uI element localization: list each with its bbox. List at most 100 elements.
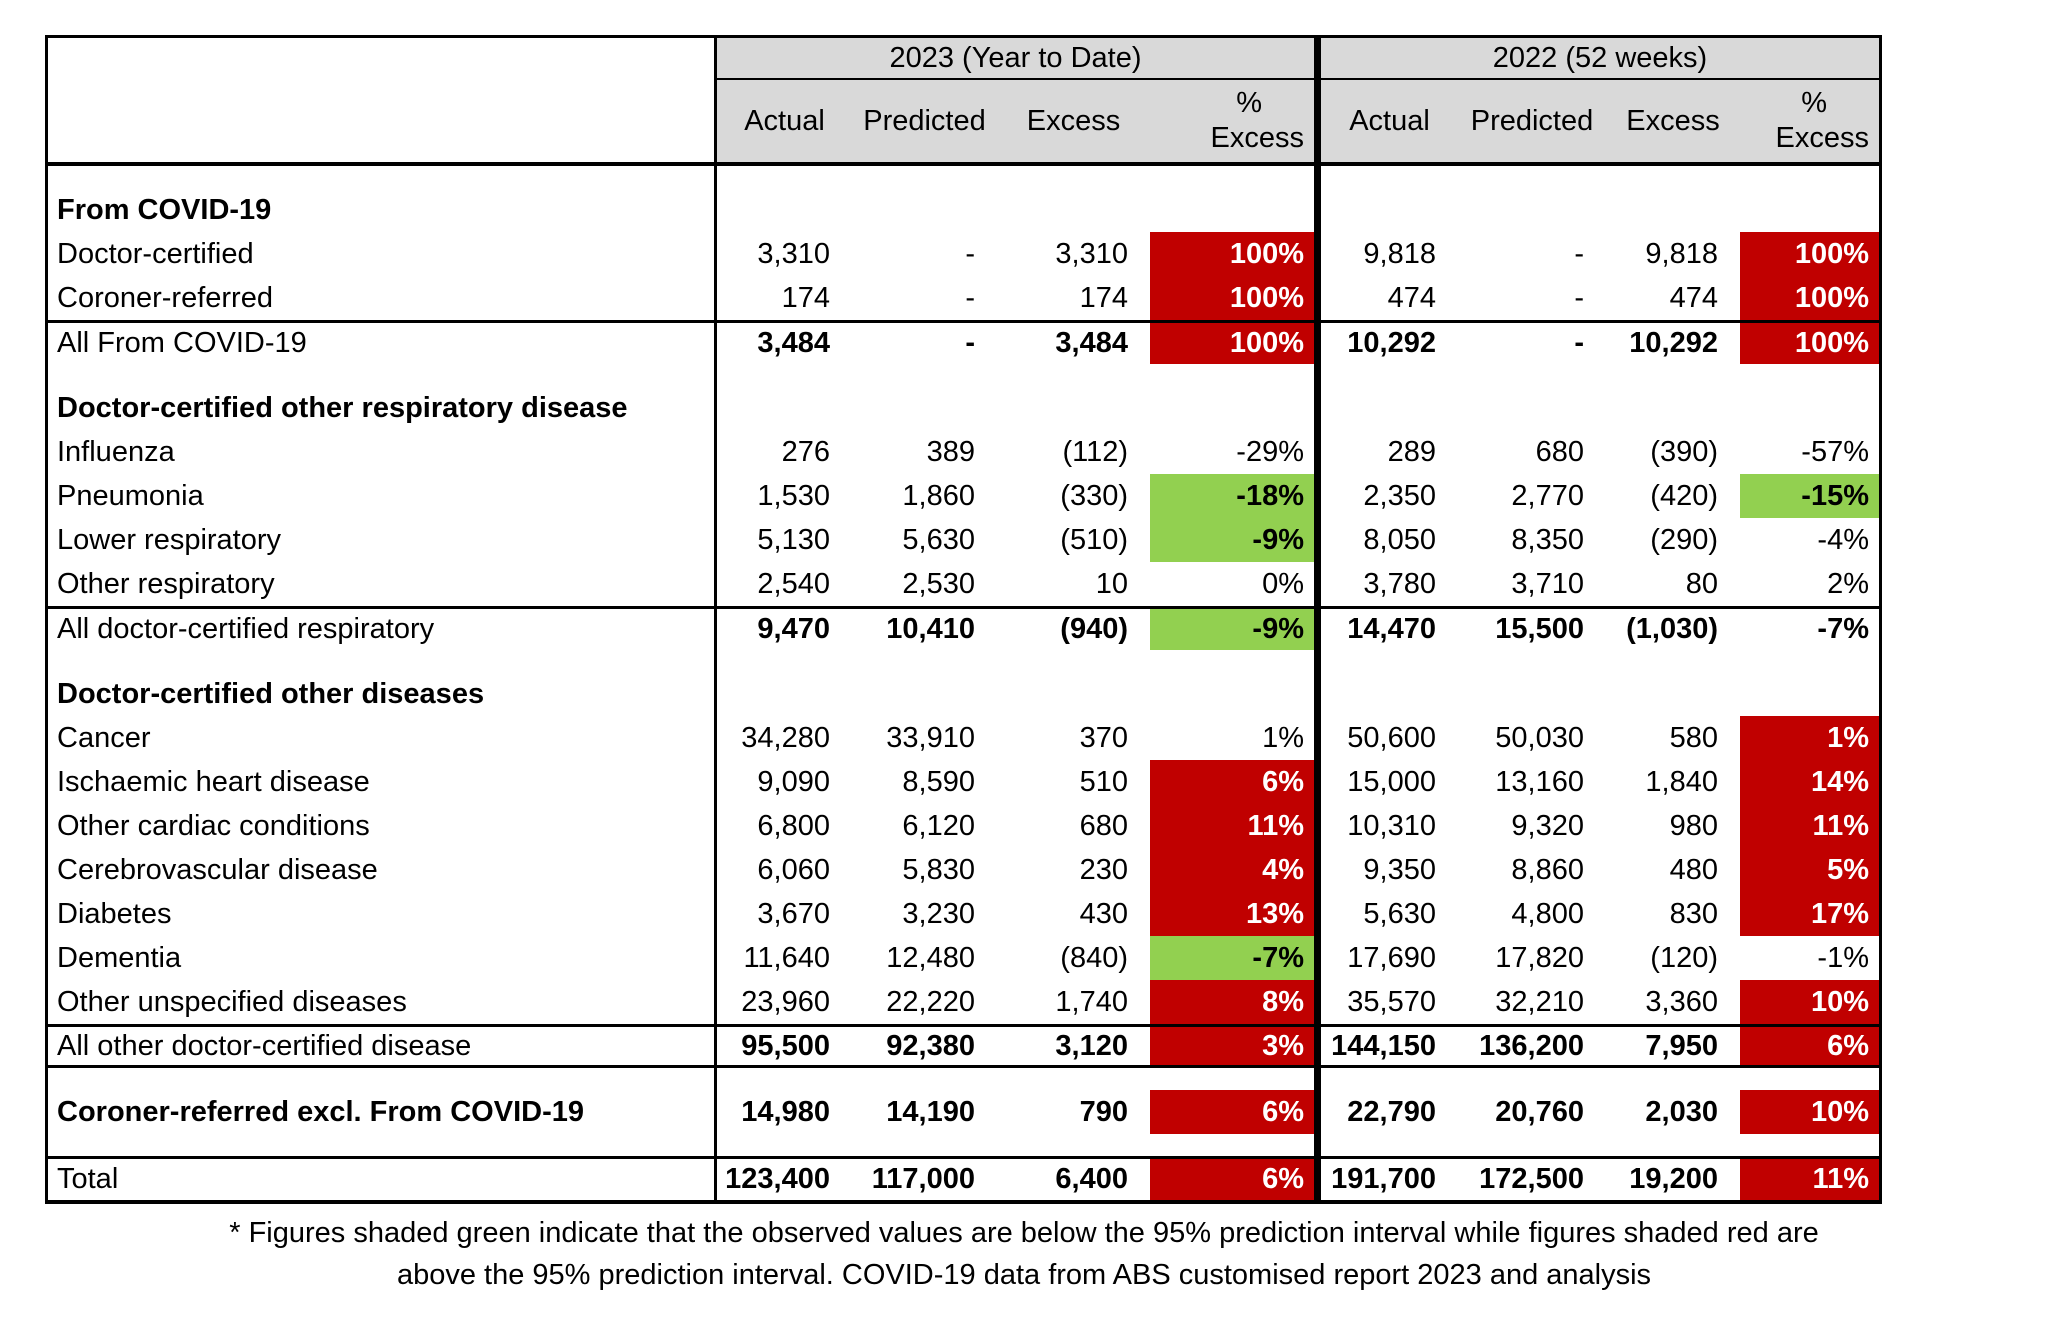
cell-2022-predicted: 50,030 [1495,721,1584,754]
cell-2023-excess: 790 [1079,1095,1128,1128]
cell-2023-predicted [852,1068,997,1090]
cell-2022-pct-excess: -15% [1740,474,1879,518]
cell-2023-pct-excess: -7% [1150,936,1314,980]
cell-2023-predicted [852,386,997,430]
cell-2023-pct-excess: 100% [1150,232,1314,276]
cell-2022-actual: 5,630 [1363,897,1436,930]
year-divider [1314,430,1321,474]
cell-2023-actual [717,1068,852,1090]
spacer-row [48,1068,1879,1090]
cell-2023-excess [997,672,1150,716]
year-divider [1314,38,1321,80]
table-row: Diabetes 3,670 3,230 430 13% 5,630 4,800 830 17% [48,892,1879,936]
cell-2022-predicted: 2,770 [1511,479,1584,512]
row-label: Coroner-referred [48,276,717,320]
year-divider [1314,518,1321,562]
cell-2023-actual: 174 [781,281,830,314]
cell-2023-pct-excess: 0% [1262,567,1304,600]
cell-2023-pct-excess: 100% [1150,323,1314,364]
year-divider [1314,936,1321,980]
row-label: Cancer [48,716,717,760]
cell-2022-actual [1321,672,1458,716]
table-row: Other respiratory 2,540 2,530 10 0% 3,780 3,71… [48,562,1879,606]
cell-2022-excess: 580 [1669,721,1718,754]
cell-2023-excess [997,364,1150,386]
cell-2023-pct-excess: 3% [1150,1027,1314,1065]
cell-2022-excess [1606,1134,1740,1156]
cell-2023-pct-excess [1150,1068,1314,1090]
cell-2022-excess: (390) [1650,435,1718,468]
table-row: Lower respiratory 5,130 5,630 (510) -9% 8,050… [48,518,1879,562]
cell-2023-pct-excess: 4% [1150,848,1314,892]
cell-2022-predicted: 9,320 [1511,809,1584,842]
cell-2023-excess: 174 [1079,281,1128,314]
cell-2022-actual: 289 [1387,435,1436,468]
cell-2023-actual: 9,090 [757,765,830,798]
cell-2022-predicted: 680 [1535,435,1584,468]
cell-2022-excess: 1,840 [1645,765,1718,798]
cell-2022-actual: 10,310 [1347,809,1436,842]
cell-2023-excess: (510) [1060,523,1128,556]
cell-2022-excess [1606,364,1740,386]
cell-2023-excess: 3,120 [1055,1029,1128,1062]
row-label: All other doctor-certified disease [48,1027,717,1065]
cell-2023-actual: 3,670 [757,897,830,930]
cell-2023-predicted: - [965,327,975,359]
spacer-row [48,364,1879,386]
cell-2022-excess: 830 [1669,897,1718,930]
year-divider [1314,80,1321,162]
cell-2022-pct-excess: -57% [1801,435,1869,468]
cell-2022-excess: 480 [1669,853,1718,886]
row-label: Pneumonia [48,474,717,518]
cell-2022-actual: 144,150 [1331,1029,1436,1062]
cell-2023-excess: (840) [1060,941,1128,974]
cell-2023-actual: 14,980 [741,1095,830,1128]
row-label [48,364,717,386]
cell-2023-excess: (112) [1062,435,1128,468]
cell-2022-pct-excess: -1% [1817,941,1869,974]
cell-2023-actual [717,672,852,716]
cell-2023-pct-excess [1150,672,1314,716]
cell-2022-pct-excess [1740,1068,1879,1090]
cell-2022-excess: 9,818 [1645,237,1718,270]
cell-2022-actual [1321,1068,1458,1090]
cell-2023-predicted [852,166,997,188]
cell-2022-actual: 35,570 [1347,985,1436,1018]
cell-2023-predicted: 10,410 [886,613,975,645]
cell-2022-pct-excess [1740,1134,1879,1156]
cell-2022-actual: 191,700 [1331,1163,1436,1195]
row-label: Other cardiac conditions [48,804,717,848]
cell-2022-pct-excess: 14% [1740,760,1879,804]
corner-blank-cell [48,38,717,80]
year-divider [1314,1068,1321,1090]
cell-2023-excess [997,166,1150,188]
cell-2022-predicted [1458,364,1606,386]
year-divider [1314,364,1321,386]
cell-2022-predicted: - [1574,327,1584,359]
row-label: Dementia [48,936,717,980]
table-row: Ischaemic heart disease 9,090 8,590 510 6% 15… [48,760,1879,804]
year-divider [1314,276,1321,320]
pct-sign: % [1801,87,1827,120]
cell-2023-actual [717,364,852,386]
cell-2022-actual: 22,790 [1347,1095,1436,1128]
cell-2023-actual: 276 [781,435,830,468]
cell-2023-actual: 95,500 [741,1029,830,1062]
cell-2022-pct-excess: 2% [1827,567,1869,600]
cell-2023-pct-excess: 8% [1150,980,1314,1024]
cell-2022-actual [1321,364,1458,386]
cell-2022-actual: 15,000 [1347,765,1436,798]
cell-2022-excess: 2,030 [1645,1095,1718,1128]
table-row: All doctor-certified respiratory 9,470 10,… [48,606,1879,650]
cell-2023-excess: 3,484 [1055,327,1128,359]
cell-2023-excess: 430 [1079,897,1128,930]
year-divider [1314,650,1321,672]
cell-2023-actual: 123,400 [725,1163,830,1195]
cell-2022-excess: 80 [1685,567,1718,600]
spacer-row [48,166,1879,188]
cell-2023-predicted: 33,910 [886,721,975,754]
cell-2022-actual [1321,386,1458,430]
cell-2023-actual: 6,060 [757,853,830,886]
cell-2023-predicted: 92,380 [886,1029,975,1062]
